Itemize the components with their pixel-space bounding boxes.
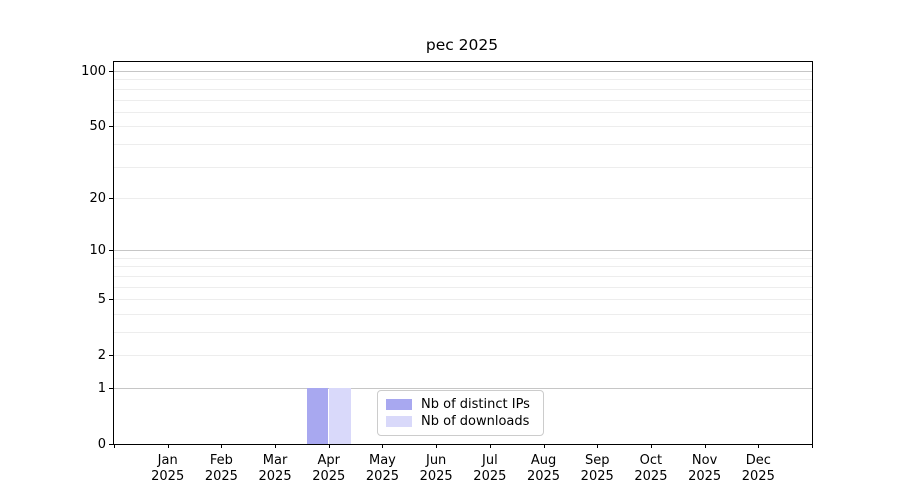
x-tick-label: Sep 2025: [580, 453, 614, 484]
x-tick: [650, 444, 652, 448]
y-gridline-minor: [114, 299, 812, 301]
y-gridline-minor: [114, 331, 812, 333]
chart-title: pec 2025: [425, 36, 499, 54]
legend-label-downloads: Nb of downloads: [421, 414, 530, 429]
x-tick: [489, 444, 491, 448]
x-tick-label: Oct 2025: [634, 453, 668, 484]
x-tick-label: Jul 2025: [473, 453, 507, 484]
x-tick: [167, 444, 169, 448]
x-tick: [758, 444, 760, 448]
bar-nb-of-downloads-apr: [329, 387, 351, 444]
x-tick: [812, 444, 813, 448]
y-tick: [109, 444, 113, 445]
x-tick: [436, 444, 438, 448]
y-gridline-major: [114, 387, 812, 389]
legend-swatch-distinct-ips: [386, 399, 412, 410]
x-tick-label: Nov 2025: [688, 453, 722, 484]
y-tick: [109, 126, 113, 128]
plot-area: 0 1 2 5 10 20 50 100 Jan 2025 Feb 2025 Mar 2025 Apr…: [81, 61, 813, 484]
y-gridline-minor: [114, 79, 812, 81]
y-tick-label: 5: [97, 292, 106, 308]
y-gridline-minor: [114, 166, 812, 168]
legend-swatch-downloads: [386, 416, 412, 427]
x-tick-label: Jan 2025: [151, 453, 185, 484]
x-tick-label: Aug 2025: [526, 453, 561, 484]
y-gridline-minor: [114, 88, 812, 90]
y-gridline-minor: [114, 275, 812, 277]
x-tick: [382, 444, 384, 448]
x-tick-label: Feb 2025: [204, 453, 238, 484]
y-tick-label: 10: [89, 243, 106, 259]
y-tick: [109, 197, 113, 199]
x-tick-label: May 2025: [365, 453, 399, 484]
y-tick: [109, 355, 113, 357]
y-gridline-minor: [114, 286, 812, 288]
bar-nb-of-distinct-ips-apr: [306, 387, 329, 444]
y-gridline-minor: [114, 126, 812, 128]
y-gridline-minor: [114, 99, 812, 101]
y-tick: [109, 250, 113, 252]
y-tick: [109, 71, 113, 73]
x-tick: [328, 444, 330, 448]
legend-label-distinct-ips: Nb of distinct IPs: [421, 397, 530, 412]
y-tick-label: 0: [97, 437, 106, 452]
x-tick: [221, 444, 223, 448]
y-gridline-minor: [114, 266, 812, 268]
y-tick-label: 2: [97, 348, 106, 364]
legend-item-distinct-ips: Nb of distinct IPs: [386, 397, 535, 412]
y-gridline-minor: [114, 111, 812, 113]
y-tick-label: 20: [89, 190, 106, 206]
x-tick-label: Jun 2025: [419, 453, 453, 484]
y-tick-label: 50: [89, 119, 106, 135]
x-tick: [543, 444, 545, 448]
x-tick: [275, 444, 277, 448]
y-gridline-minor: [114, 143, 812, 145]
x-tick: [114, 444, 115, 448]
x-tick-label: Dec 2025: [741, 453, 775, 484]
x-tick-label: Mar 2025: [258, 453, 292, 484]
y-gridline-major: [114, 71, 812, 73]
legend-item-downloads: Nb of downloads: [386, 414, 535, 429]
y-gridline-minor: [114, 257, 812, 259]
y-gridline-minor: [114, 197, 812, 199]
y-gridline-major: [114, 250, 812, 252]
y-gridline-minor: [114, 355, 812, 357]
y-tick-label: 100: [81, 64, 106, 80]
x-tick-label: Apr 2025: [312, 453, 346, 484]
y-tick: [109, 299, 113, 301]
y-gridline-minor: [114, 313, 812, 315]
y-tick-label: 1: [97, 380, 106, 396]
legend: Nb of distinct IPs Nb of downloads: [377, 390, 544, 436]
x-tick: [704, 444, 706, 448]
y-tick: [109, 387, 113, 389]
x-tick: [597, 444, 599, 448]
